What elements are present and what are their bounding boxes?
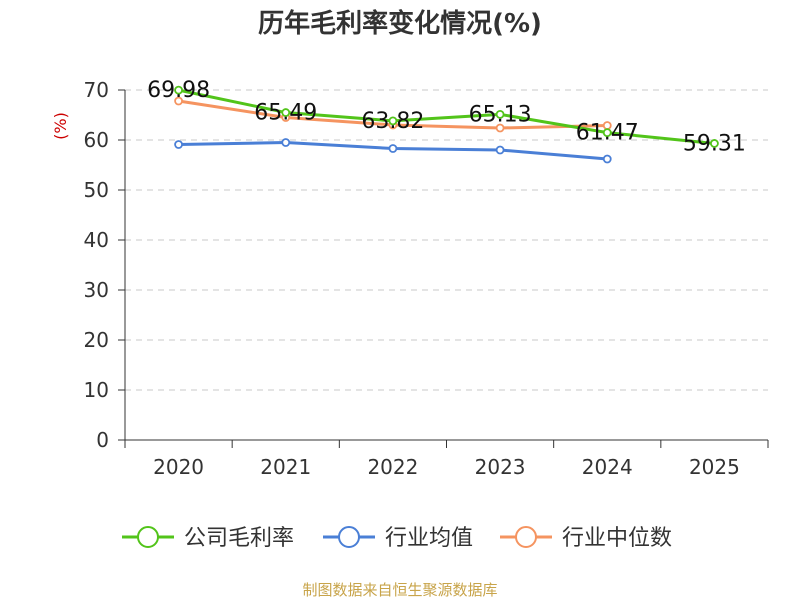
axes — [118, 89, 769, 448]
series-line-0 — [178, 88, 715, 145]
data-point — [602, 154, 612, 164]
data-point — [174, 140, 183, 149]
legend-item-2[interactable]: 行业中位数 — [500, 526, 672, 551]
chart-title: 历年毛利率变化情况(%) — [258, 8, 542, 39]
data-point — [495, 109, 505, 119]
data-label: 69.98 — [147, 78, 210, 103]
data-point — [281, 138, 291, 147]
data-label: 65.49 — [254, 101, 317, 126]
data-point — [388, 116, 398, 126]
data-point — [174, 96, 183, 106]
data-label: 63.82 — [361, 109, 424, 134]
y-tick-label: 0 — [96, 428, 109, 452]
y-tick-label: 40 — [84, 228, 109, 252]
x-tick-label: 2024 — [582, 455, 633, 479]
legend-item-1[interactable]: 行业均值 — [323, 526, 473, 551]
x-tick-label: 2020 — [153, 455, 204, 479]
legend-label: 行业均值 — [385, 526, 473, 551]
legend-label: 公司毛利率 — [184, 526, 294, 551]
data-point — [495, 123, 505, 133]
tick-labels: 0 10 20 30 40 50 60 70 2020 2021 2022 2023 2024 2025 — [84, 78, 740, 479]
data-point — [388, 144, 398, 153]
data-point — [602, 128, 612, 138]
grid-lines — [125, 89, 768, 391]
legend-circle-icon — [338, 526, 360, 548]
data-label: 61.47 — [576, 121, 639, 146]
legend-label: 行业中位数 — [562, 526, 672, 551]
data-point — [281, 108, 291, 117]
y-axis-label: (%) — [51, 112, 70, 140]
x-tick-label: 2021 — [260, 455, 311, 479]
x-tick-label: 2025 — [689, 455, 740, 479]
y-tick-label: 20 — [84, 328, 109, 352]
y-tick-label: 50 — [84, 178, 109, 202]
legend-item-0[interactable]: 公司毛利率 — [122, 526, 294, 551]
legend[interactable]: 公司毛利率 行业均值 行业中位数 — [122, 526, 672, 551]
x-tick-label: 2023 — [475, 455, 526, 479]
source-note: 制图数据来自恒生聚源数据库 — [302, 581, 497, 599]
y-tick-label: 60 — [84, 128, 109, 152]
legend-circle-icon — [137, 526, 159, 548]
data-point — [710, 139, 719, 148]
y-tick-label: 30 — [84, 278, 109, 302]
data-label: 65.13 — [469, 102, 532, 127]
y-tick-label: 70 — [84, 78, 109, 102]
legend-circle-icon — [515, 526, 537, 548]
data-point — [174, 85, 183, 95]
series-lines — [174, 85, 719, 164]
data-labels: 69.98 65.49 63.82 65.13 61.47 59.31 — [147, 78, 746, 156]
data-point — [495, 145, 505, 155]
data-label: 59.31 — [683, 131, 746, 156]
y-tick-label: 10 — [84, 378, 109, 402]
x-tick-label: 2022 — [367, 455, 418, 479]
